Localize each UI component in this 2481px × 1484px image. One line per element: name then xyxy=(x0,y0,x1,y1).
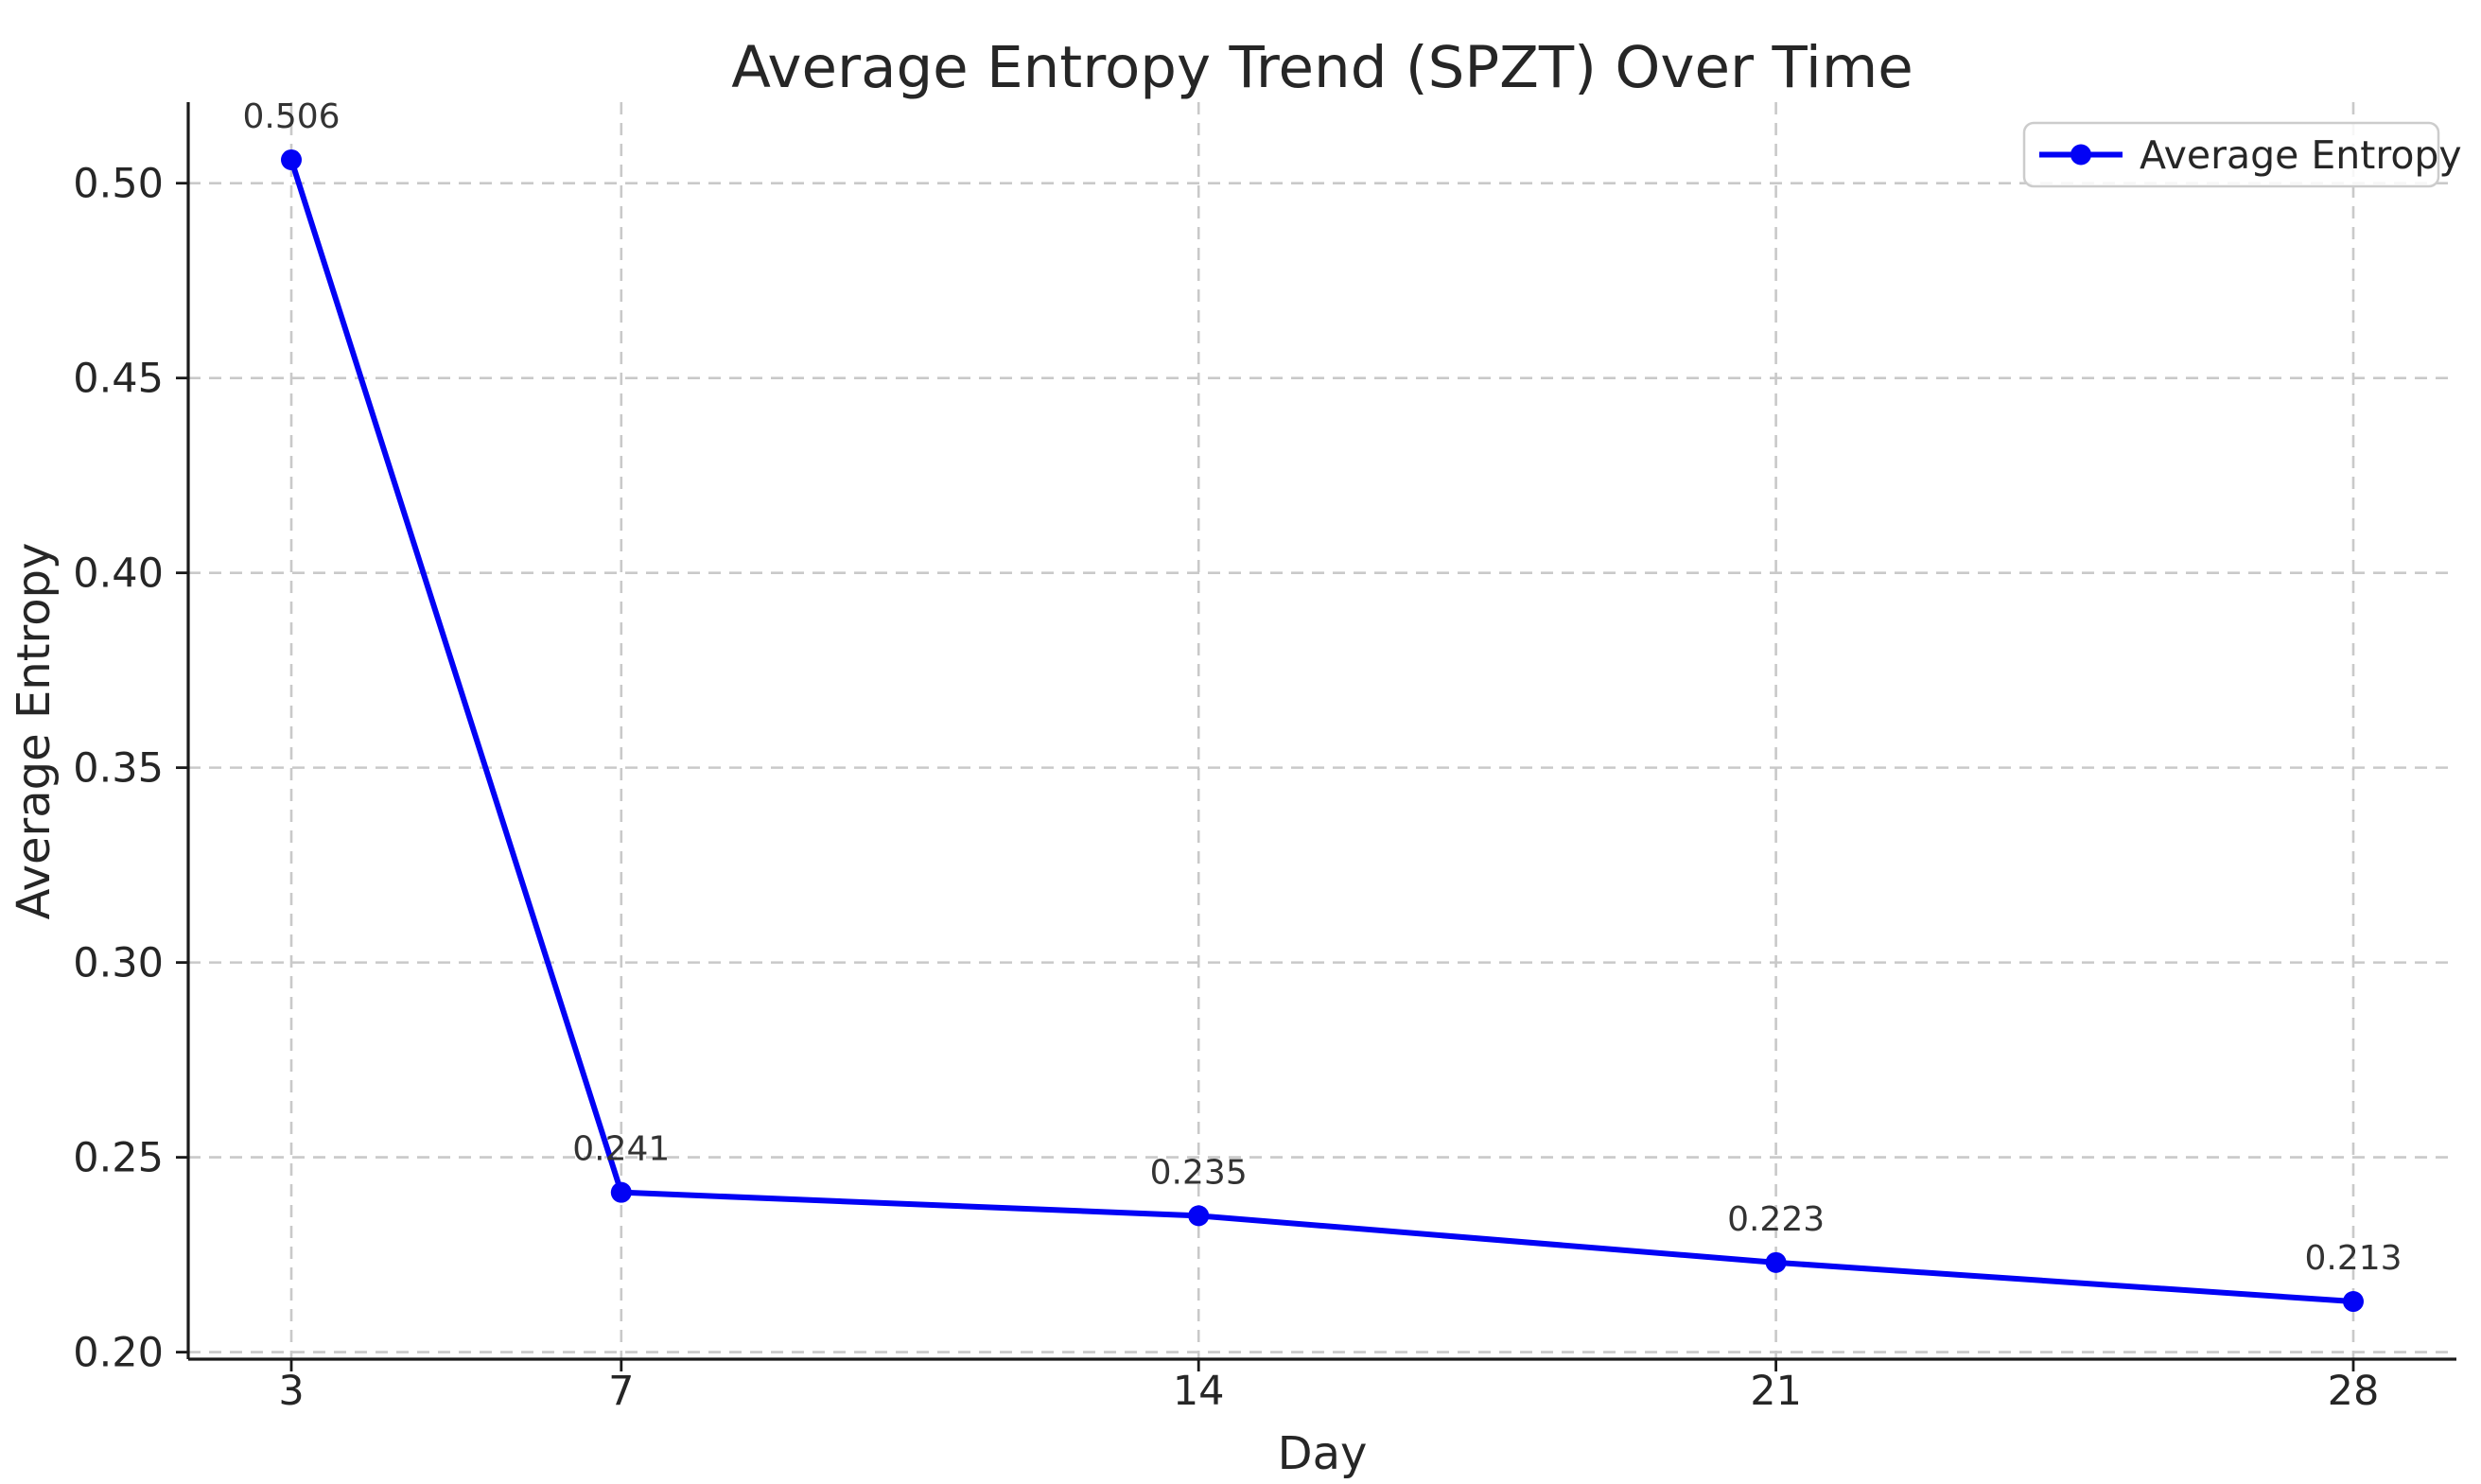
legend: Average Entropy xyxy=(2022,121,2462,188)
point-value-label: 0.506 xyxy=(242,97,340,136)
data-point-marker xyxy=(2343,1291,2364,1313)
point-value-label: 0.213 xyxy=(2304,1239,2402,1278)
y-tick-label: 0.20 xyxy=(73,1330,164,1377)
legend-marker-icon xyxy=(2070,144,2091,166)
y-tick-label: 0.30 xyxy=(73,940,164,987)
data-point-marker xyxy=(281,148,302,170)
y-axis-title: Average Entropy xyxy=(8,543,61,920)
axes-spines xyxy=(186,102,2456,1361)
data-point-marker xyxy=(610,1181,632,1203)
y-tick-label: 0.40 xyxy=(73,550,164,598)
tick-marks xyxy=(176,182,2355,1371)
y-tick-label: 0.45 xyxy=(73,356,164,403)
point-value-label: 0.241 xyxy=(572,1130,670,1169)
legend-box xyxy=(2022,121,2440,188)
data-series xyxy=(281,148,2364,1313)
y-tick-label: 0.35 xyxy=(73,745,164,793)
x-axis-title: Day xyxy=(1278,1427,1368,1480)
tick-labels: 3 7 14 21 28 0.20 0.25 0.30 0.35 0.40 0.45 0.50 xyxy=(73,161,2379,1415)
point-value-label: 0.235 xyxy=(1150,1153,1248,1192)
point-value-label: 0.223 xyxy=(1727,1200,1825,1239)
x-tick-label: 7 xyxy=(608,1368,634,1415)
x-tick-label: 14 xyxy=(1173,1368,1225,1415)
y-tick-label: 0.50 xyxy=(73,161,164,208)
data-point-marker xyxy=(1765,1251,1787,1273)
point-value-labels: 0.506 0.241 0.235 0.223 0.213 xyxy=(242,97,2402,1278)
chart-title: Average Entropy Trend (SPZT) Over Time xyxy=(731,34,1913,101)
gridlines xyxy=(188,102,2456,1359)
legend-entry: Average Entropy xyxy=(2140,132,2462,178)
data-point-marker xyxy=(1188,1205,1210,1227)
x-tick-label: 3 xyxy=(278,1368,304,1415)
x-tick-label: 21 xyxy=(1750,1368,1802,1415)
y-tick-label: 0.25 xyxy=(73,1135,164,1182)
x-tick-label: 28 xyxy=(2328,1368,2380,1415)
